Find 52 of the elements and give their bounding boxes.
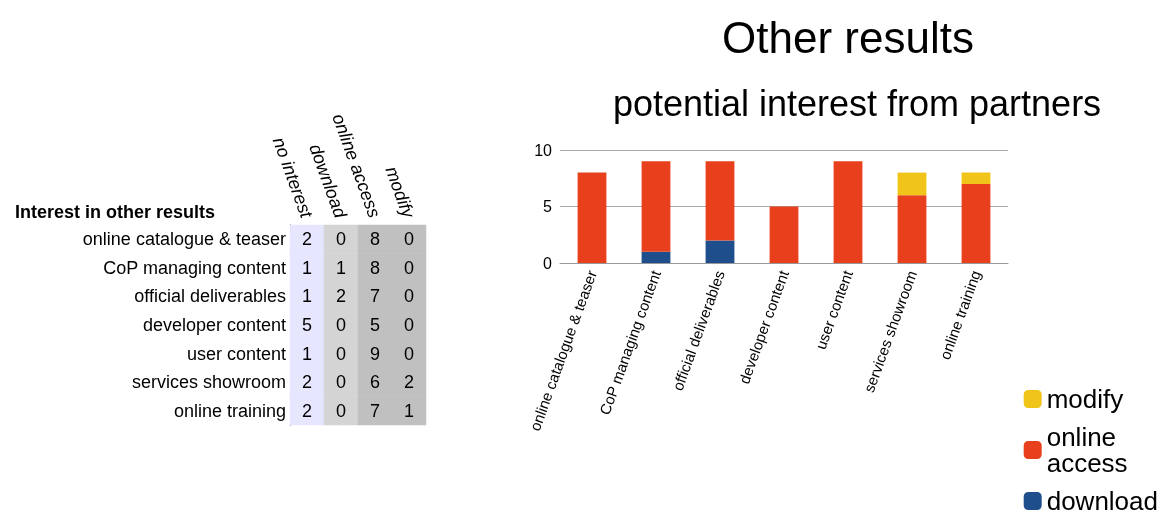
bar xyxy=(705,161,735,241)
y-tick-label: 10 xyxy=(534,141,553,159)
bar xyxy=(769,206,799,263)
bar xyxy=(897,172,927,196)
legend-label: modify xyxy=(1046,384,1124,414)
data-label: 0 xyxy=(403,229,415,250)
data-label: 0 xyxy=(335,229,347,250)
chart-title: Other results xyxy=(722,12,974,62)
bar xyxy=(833,161,863,263)
data-label: 1 xyxy=(301,343,313,364)
data-label: 5 xyxy=(301,315,313,335)
data-label: 9 xyxy=(369,343,381,364)
y-tick-label: official deliverables xyxy=(134,286,286,307)
bar xyxy=(577,172,607,263)
data-label: 6 xyxy=(369,372,381,393)
bar xyxy=(897,195,927,263)
data-label: 0 xyxy=(335,400,347,421)
y-tick-label: online catalogue & teaser xyxy=(82,229,286,250)
data-label: 1 xyxy=(301,286,313,307)
data-label: 0 xyxy=(403,286,415,307)
data-label: 1 xyxy=(335,257,347,278)
bar xyxy=(961,183,991,263)
text: Interest in other results xyxy=(15,202,216,222)
data-label: 2 xyxy=(301,400,313,421)
data-label: 0 xyxy=(403,315,415,335)
data-label: 0 xyxy=(403,257,415,278)
legend-label: online access xyxy=(1046,422,1128,478)
bar xyxy=(641,251,671,263)
bar xyxy=(705,240,735,263)
data-label: 8 xyxy=(369,257,381,278)
bar xyxy=(961,172,991,184)
data-label: 8 xyxy=(369,229,381,250)
data-label: 0 xyxy=(403,343,415,364)
y-tick-label: 5 xyxy=(543,198,553,215)
chart-subtitle: potential interest from partners xyxy=(612,82,1102,124)
data-label: 2 xyxy=(403,372,415,393)
data-label: 0 xyxy=(335,372,347,393)
legend-label: download xyxy=(1046,486,1158,516)
data-label: 7 xyxy=(369,400,381,421)
x-tick-label: user content xyxy=(811,267,857,352)
bar xyxy=(641,161,671,252)
data-label: 1 xyxy=(403,400,415,421)
data-label: 2 xyxy=(335,286,347,307)
data-label: 1 xyxy=(301,257,313,278)
x-tick-label: modify xyxy=(381,163,419,222)
data-label: 0 xyxy=(335,343,347,364)
data-label: 5 xyxy=(369,315,381,335)
data-label: 2 xyxy=(301,229,313,250)
data-label: 2 xyxy=(301,372,313,393)
y-tick-label: 0 xyxy=(543,254,553,272)
data-label: 7 xyxy=(369,286,381,307)
data-label: 0 xyxy=(335,315,347,335)
